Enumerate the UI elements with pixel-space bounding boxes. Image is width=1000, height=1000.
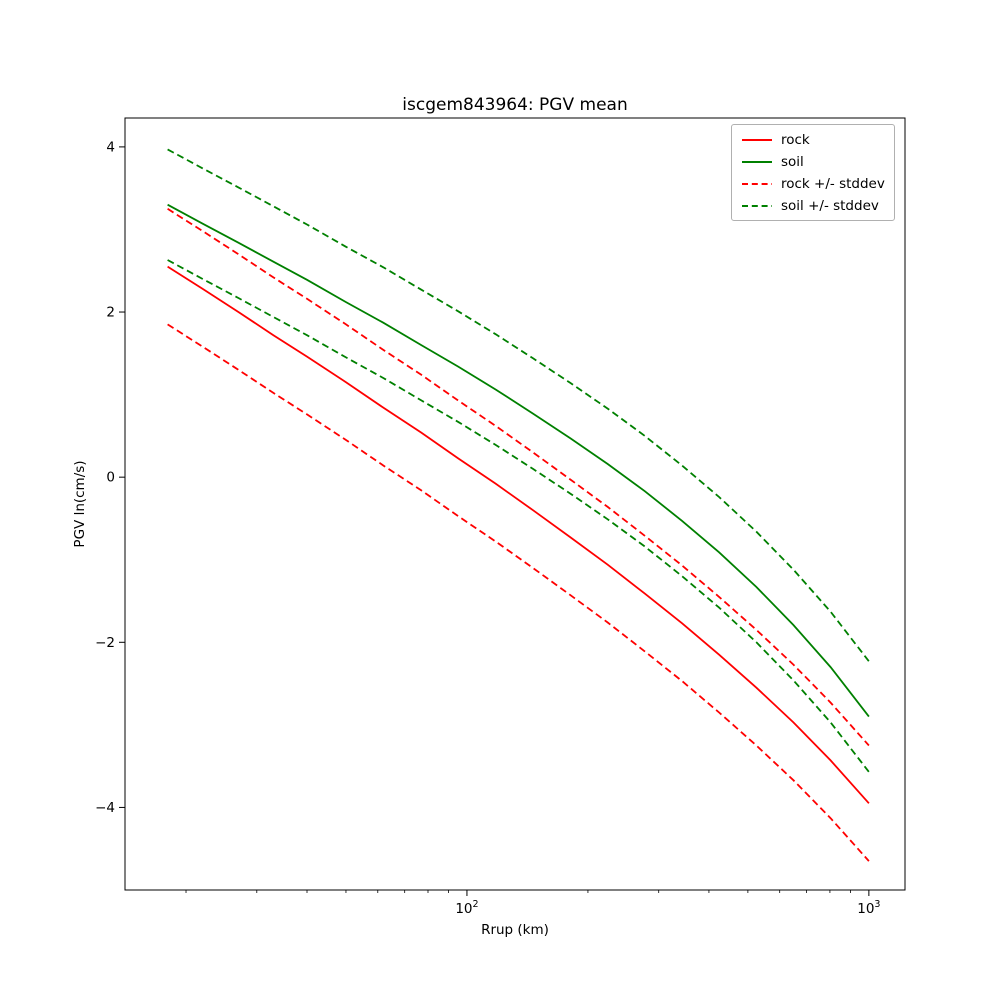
y-tick-label: 0 [106, 470, 115, 486]
legend-line-sample [742, 138, 772, 141]
x-tick-label: 102 [455, 899, 478, 917]
legend-label: rock +/- stddev [781, 175, 885, 192]
x-tick-label: 103 [857, 899, 880, 917]
series-rock [167, 265, 870, 804]
legend-entry: soil [741, 153, 885, 170]
legend: rock soil rock +/- stddev soil +/- stddev [731, 124, 895, 221]
legend-label: soil +/- stddev [781, 197, 879, 214]
y-tick-label: −4 [95, 800, 115, 816]
legend-line-sample [742, 182, 772, 185]
series-rock-minus-stddev [167, 323, 870, 862]
legend-entry: rock [741, 131, 885, 148]
legend-line-sample [742, 204, 772, 207]
series-rock-plus-stddev [167, 208, 870, 747]
series-soil [167, 203, 870, 718]
legend-line-sample [742, 160, 772, 163]
legend-entry: soil +/- stddev [741, 197, 885, 214]
series-soil-minus-stddev [167, 259, 870, 773]
x-axis-label: Rrup (km) [481, 922, 549, 938]
y-tick-label: −2 [95, 635, 115, 651]
axes-frame [124, 117, 906, 891]
legend-label: soil [781, 153, 804, 170]
legend-label: rock [781, 131, 810, 148]
y-tick-label: 4 [106, 139, 115, 155]
y-tick-label: 2 [106, 305, 115, 321]
chart-title: iscgem843964: PGV mean [402, 95, 628, 115]
legend-entry: rock +/- stddev [741, 175, 885, 192]
series-soil-plus-stddev [167, 148, 870, 662]
